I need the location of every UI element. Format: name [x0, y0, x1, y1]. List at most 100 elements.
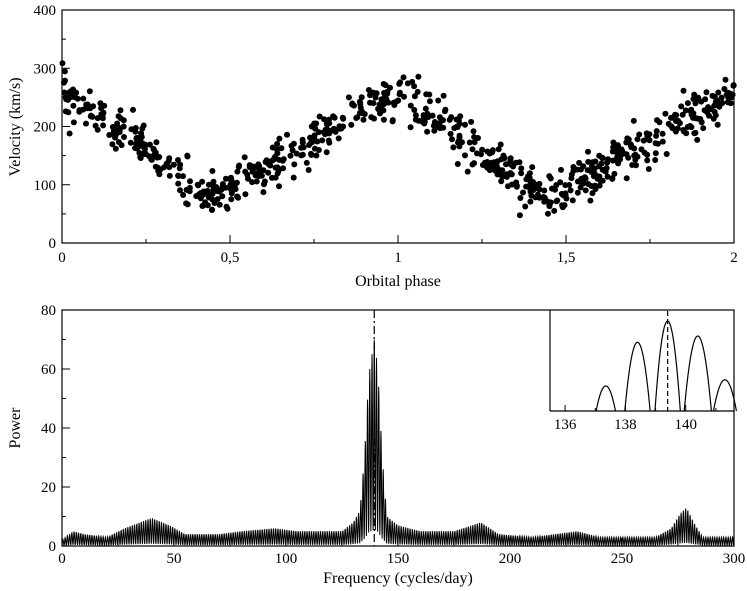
power-x-tick-label: 150	[387, 551, 410, 567]
velocity-point	[200, 188, 207, 195]
velocity-point	[260, 189, 267, 196]
velocity-point	[227, 181, 234, 188]
velocity-point	[153, 139, 160, 146]
velocity-point	[305, 167, 312, 173]
velocity-y-axis-label: Velocity (km/s)	[7, 77, 24, 176]
power-y-tick-label: 20	[41, 480, 56, 496]
velocity-point	[529, 164, 536, 171]
velocity-point	[140, 122, 147, 129]
velocity-point	[441, 108, 448, 115]
velocity-points	[59, 60, 737, 219]
velocity-point	[70, 102, 77, 109]
power-y-tick-label: 60	[41, 362, 56, 378]
velocity-x-tick-label: 0	[58, 250, 66, 266]
velocity-point	[680, 87, 687, 94]
velocity-point	[222, 175, 229, 182]
velocity-point	[694, 115, 701, 122]
velocity-point	[234, 193, 241, 200]
velocity-point	[278, 145, 285, 152]
velocity-point	[633, 162, 639, 169]
velocity-point	[195, 182, 202, 189]
velocity-point	[507, 155, 514, 162]
power-x-axis-label: Frequency (cycles/day)	[323, 570, 473, 587]
velocity-point	[545, 210, 551, 217]
velocity-point	[94, 115, 101, 122]
velocity-point	[596, 152, 603, 159]
velocity-point	[715, 89, 722, 96]
velocity-point	[236, 162, 243, 169]
velocity-point	[662, 110, 669, 117]
velocity-point	[456, 132, 463, 139]
velocity-point	[700, 125, 707, 132]
velocity-point	[631, 145, 638, 152]
velocity-point	[457, 113, 464, 120]
velocity-point	[574, 178, 581, 185]
velocity-point	[154, 164, 161, 171]
velocity-point	[415, 73, 422, 80]
power-x-tick-label: 200	[499, 551, 522, 567]
velocity-point	[643, 130, 650, 137]
velocity-point	[489, 147, 496, 154]
velocity-point	[216, 201, 223, 208]
velocity-point	[358, 94, 365, 101]
velocity-point	[80, 95, 87, 102]
velocity-point	[510, 163, 517, 170]
velocity-point	[653, 132, 660, 139]
velocity-point	[272, 164, 279, 171]
velocity-point	[170, 161, 177, 168]
velocity-point	[132, 125, 139, 131]
velocity-point	[242, 168, 249, 175]
velocity-point	[86, 88, 93, 95]
velocity-point	[513, 183, 520, 190]
velocity-point	[523, 183, 530, 190]
velocity-point	[479, 162, 486, 168]
velocity-point	[74, 95, 81, 102]
velocity-point	[130, 106, 136, 113]
velocity-y-ticks: 0 100 200 300 400	[34, 3, 70, 252]
velocity-point	[501, 155, 508, 162]
velocity-point	[151, 147, 158, 153]
velocity-point	[298, 152, 305, 159]
velocity-point	[391, 101, 398, 108]
velocity-point	[290, 174, 297, 181]
velocity-point	[592, 182, 598, 189]
velocity-point	[585, 148, 591, 155]
velocity-point	[562, 192, 569, 199]
velocity-point	[614, 142, 621, 149]
velocity-point	[421, 114, 428, 120]
velocity-point	[407, 102, 414, 109]
power-x-tick-label: 50	[167, 551, 182, 567]
velocity-point	[552, 186, 558, 193]
velocity-point	[611, 170, 618, 177]
velocity-point	[574, 166, 581, 173]
velocity-point	[353, 115, 360, 121]
velocity-point	[615, 152, 622, 159]
velocity-point	[199, 178, 206, 185]
velocity-point	[183, 186, 190, 193]
velocity-y-tick-label: 0	[49, 236, 57, 252]
velocity-point	[208, 207, 215, 213]
velocity-point	[245, 175, 251, 182]
velocity-point	[166, 164, 173, 171]
velocity-point	[340, 115, 347, 122]
velocity-point	[449, 136, 455, 143]
velocity-point	[288, 142, 295, 149]
velocity-point	[603, 165, 610, 171]
velocity-point	[718, 94, 725, 101]
velocity-point	[588, 163, 595, 170]
velocity-point	[381, 93, 388, 100]
velocity-point	[576, 159, 583, 166]
power-x-tick-label: 250	[611, 551, 634, 567]
velocity-point	[450, 144, 457, 151]
velocity-point	[184, 152, 191, 159]
velocity-point	[146, 141, 153, 148]
power-x-tick-label: 100	[275, 551, 298, 567]
velocity-point	[276, 183, 282, 190]
velocity-point	[88, 112, 94, 119]
velocity-point	[604, 173, 611, 180]
velocity-point	[112, 145, 119, 152]
velocity-point	[678, 103, 685, 110]
velocity-point	[273, 146, 280, 153]
velocity-y-tick-label: 200	[34, 120, 57, 136]
velocity-point	[495, 166, 502, 173]
